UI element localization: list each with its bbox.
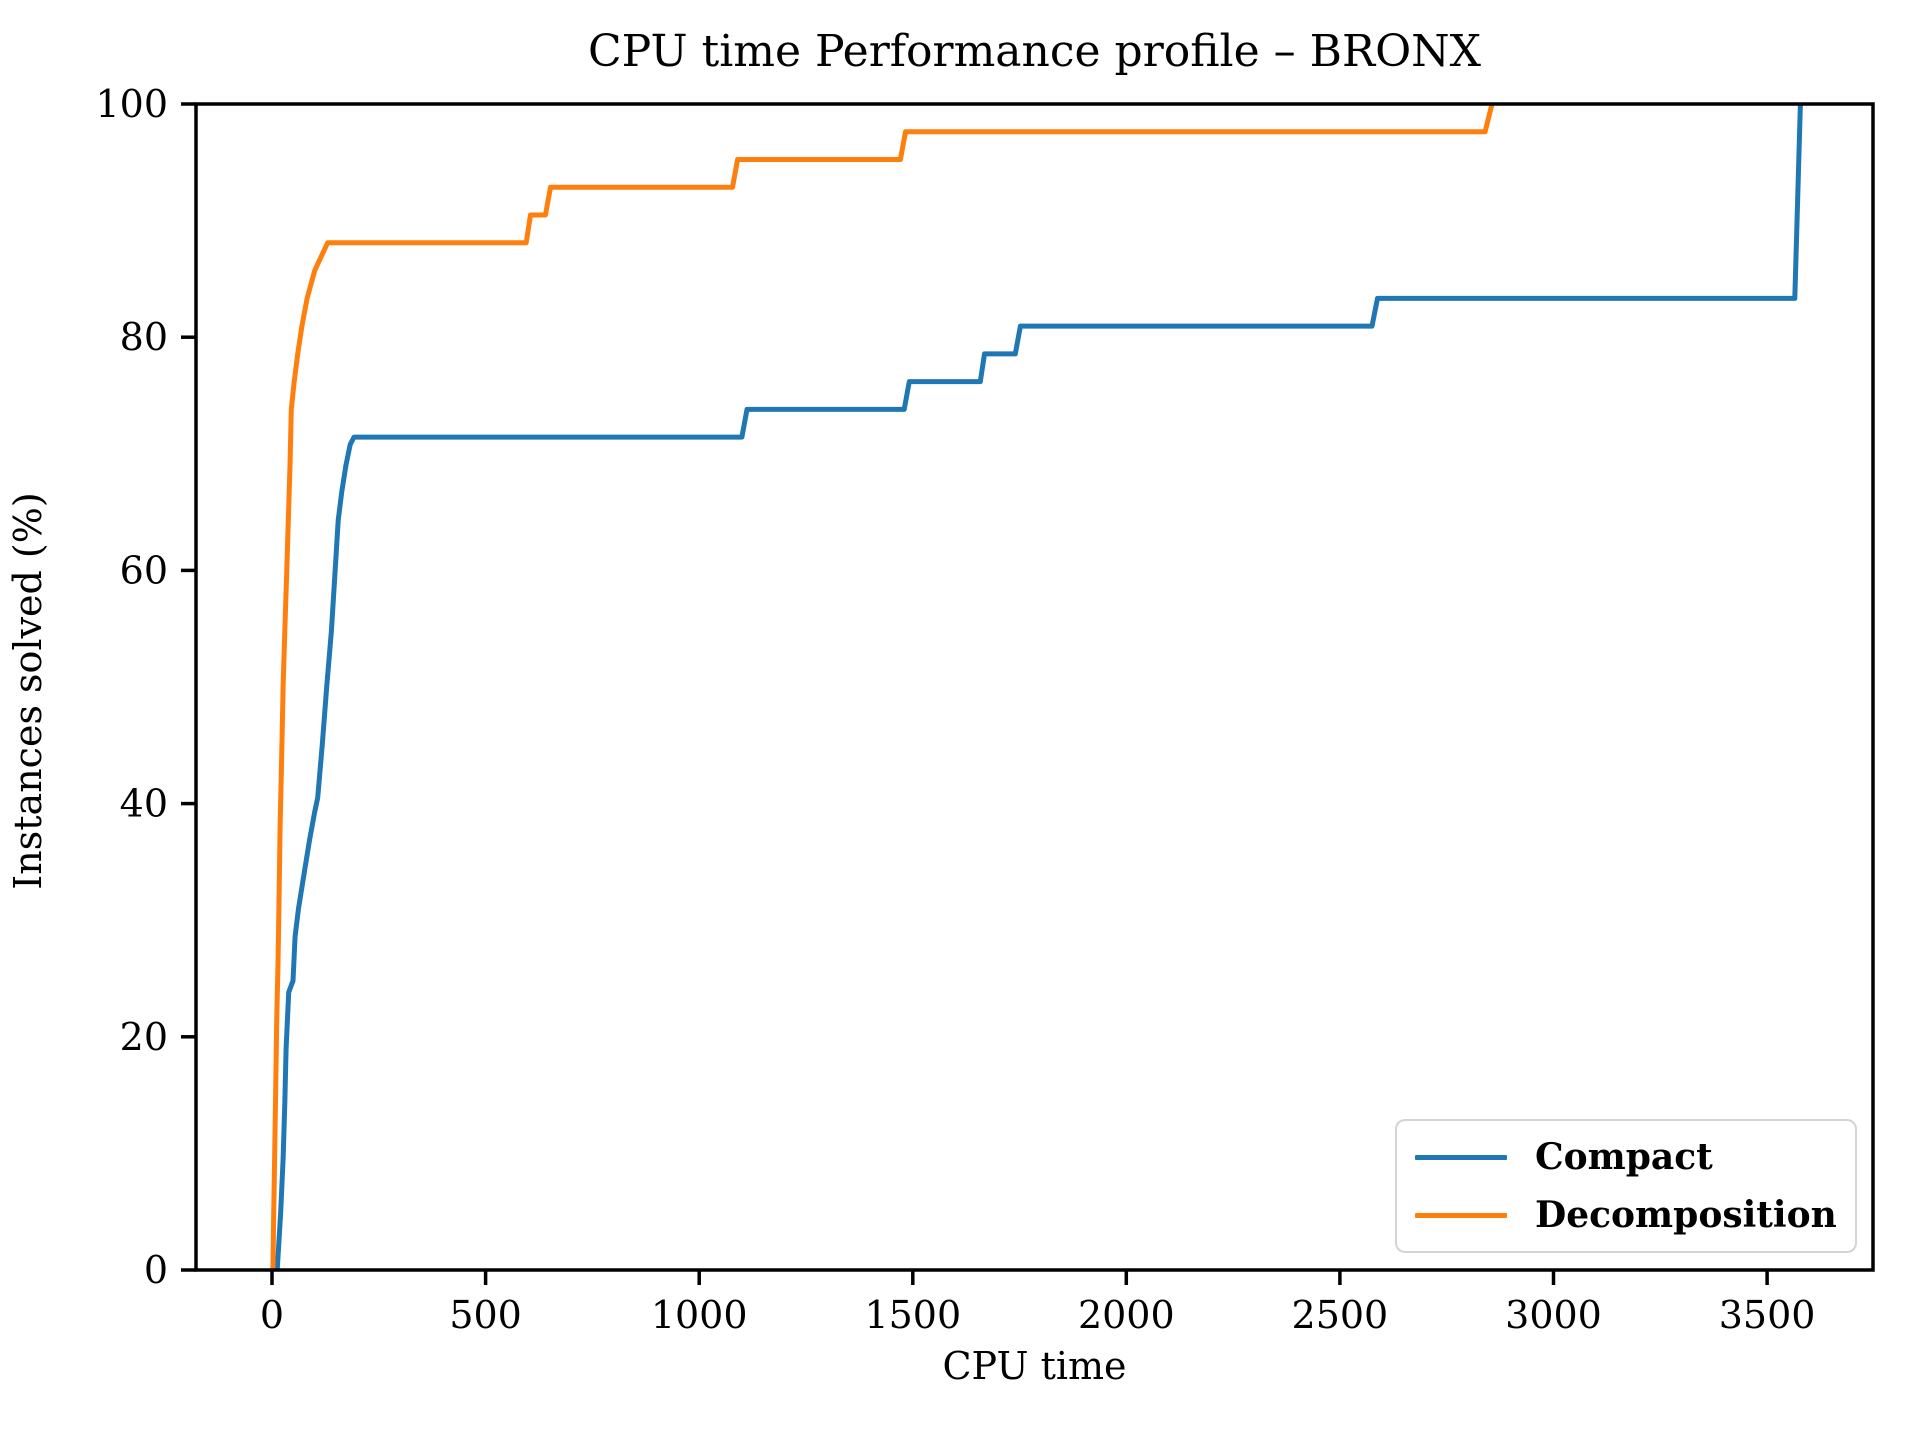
x-tick-label: 0	[260, 1293, 284, 1337]
x-tick-label: 3500	[1719, 1293, 1816, 1337]
x-tick-label: 2000	[1078, 1293, 1175, 1337]
chart-title: CPU time Performance profile – BRONX	[587, 26, 1482, 77]
y-tick-label: 20	[120, 1015, 168, 1059]
x-tick-label: 1000	[651, 1293, 748, 1337]
legend-item-decomposition: Decomposition	[1415, 1197, 1837, 1233]
y-axis-label: Instances solved (%)	[6, 492, 50, 890]
legend-item-compact: Compact	[1415, 1139, 1837, 1175]
y-tick-label: 100	[95, 82, 168, 126]
legend-label-compact: Compact	[1535, 1136, 1713, 1178]
decomposition-line-swatch	[1415, 1212, 1507, 1218]
y-tick-label: 60	[120, 548, 168, 592]
y-tick-label: 40	[120, 782, 168, 826]
legend-label-decomposition: Decomposition	[1535, 1194, 1837, 1236]
x-tick-label: 1500	[864, 1293, 961, 1337]
series-line-compact	[274, 103, 1803, 1271]
x-tick-label: 2500	[1292, 1293, 1389, 1337]
x-tick-label: 3000	[1505, 1293, 1602, 1337]
legend: Compact Decomposition	[1395, 1119, 1857, 1253]
compact-line-swatch	[1415, 1154, 1507, 1160]
axes-frame	[194, 102, 1875, 1272]
y-tick-label: 0	[144, 1248, 168, 1292]
y-tick-label: 80	[120, 315, 168, 359]
x-tick-label: 500	[449, 1293, 522, 1337]
series-line-decomposition	[270, 103, 1495, 1271]
x-axis-label: CPU time	[942, 1344, 1127, 1388]
